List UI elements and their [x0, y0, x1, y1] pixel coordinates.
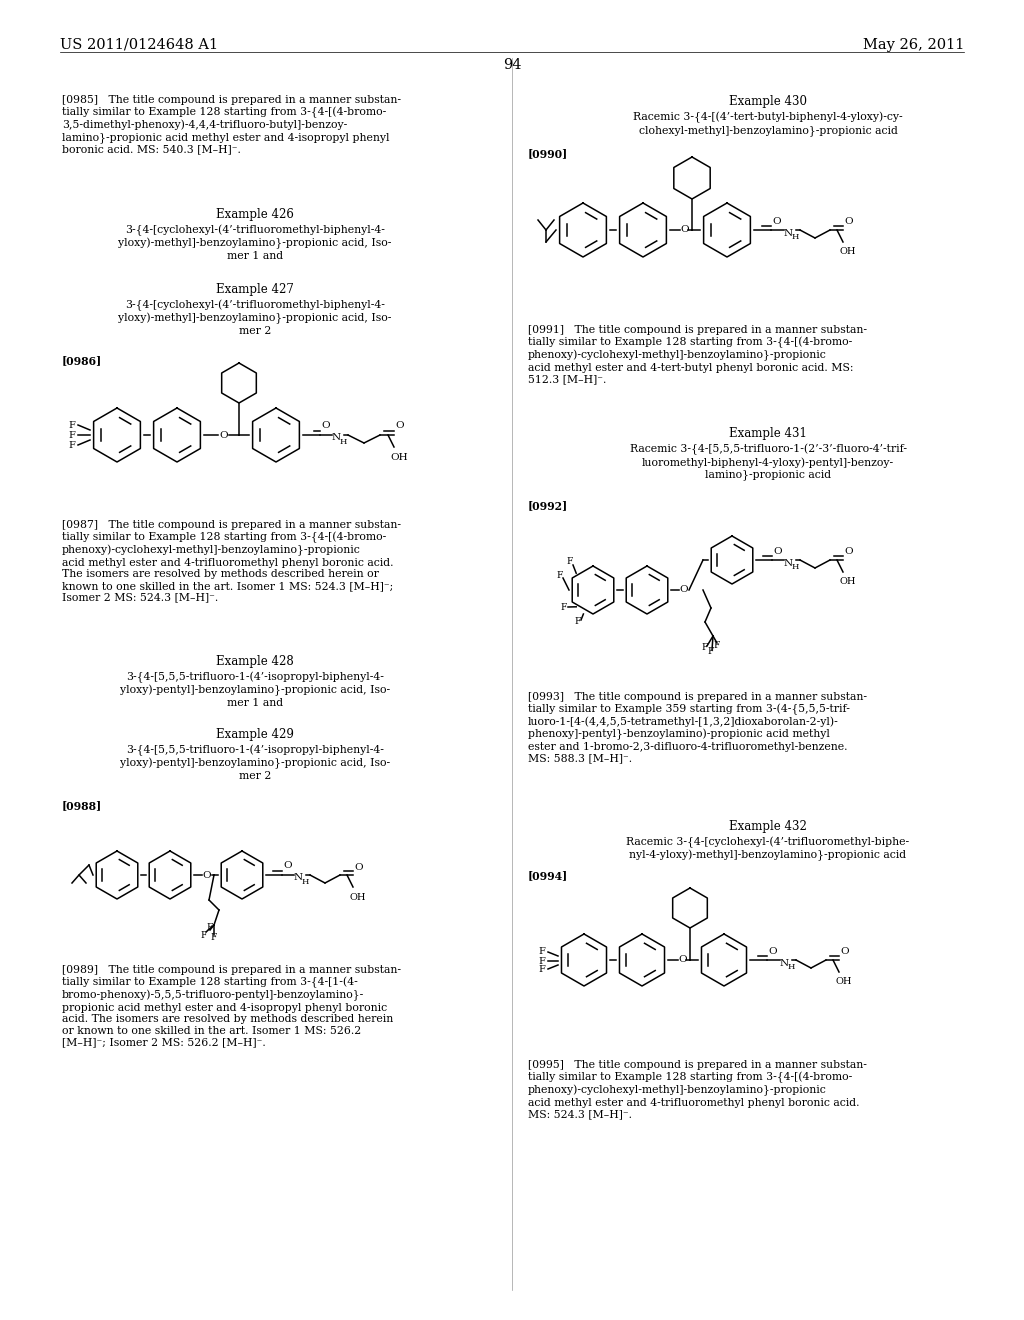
Text: N: N	[780, 958, 790, 968]
Text: F: F	[708, 648, 714, 656]
Text: F: F	[567, 557, 573, 566]
Text: F: F	[701, 644, 709, 652]
Text: [0985]   The title compound is prepared in a manner substan-
tially similar to E: [0985] The title compound is prepared in…	[62, 95, 401, 154]
Text: O: O	[219, 430, 227, 440]
Text: 3-{4-[cyclohexyl-(4’-trifluoromethyl-biphenyl-4-
yloxy)-methyl]-benzoylamino}-pr: 3-{4-[cyclohexyl-(4’-trifluoromethyl-bip…	[119, 300, 392, 337]
Text: Example 429: Example 429	[216, 729, 294, 741]
Text: O: O	[772, 216, 780, 226]
Text: H: H	[792, 564, 800, 572]
Text: O: O	[679, 586, 688, 594]
Text: O: O	[202, 870, 211, 879]
Text: [0993]   The title compound is prepared in a manner substan-
tially similar to E: [0993] The title compound is prepared in…	[528, 692, 867, 763]
Text: US 2011/0124648 A1: US 2011/0124648 A1	[60, 38, 218, 51]
Text: H: H	[340, 438, 347, 446]
Text: 3-{4-[cyclohexyl-(4’-trifluoromethyl-biphenyl-4-
yloxy)-methyl]-benzoylamino}-pr: 3-{4-[cyclohexyl-(4’-trifluoromethyl-bip…	[119, 224, 392, 261]
Text: F: F	[69, 421, 75, 429]
Text: 3-{4-[5,5,5-trifluoro-1-(4’-isopropyl-biphenyl-4-
yloxy)-pentyl]-benzoylamino}-p: 3-{4-[5,5,5-trifluoro-1-(4’-isopropyl-bi…	[120, 672, 390, 708]
Text: O: O	[768, 946, 776, 956]
Text: [0991]   The title compound is prepared in a manner substan-
tially similar to E: [0991] The title compound is prepared in…	[528, 325, 867, 384]
Text: F: F	[201, 931, 207, 940]
Text: 94: 94	[503, 58, 521, 73]
Text: O: O	[395, 421, 403, 430]
Text: Racemic 3-{4-[5,5,5-trifluoro-1-(2’-3’-fluoro-4’-trif-
luoromethyl-biphenyl-4-yl: Racemic 3-{4-[5,5,5-trifluoro-1-(2’-3’-f…	[630, 444, 906, 480]
Text: OH: OH	[839, 248, 855, 256]
Text: F: F	[207, 924, 213, 932]
Text: Racemic 3-{4-[(4’-tert-butyl-biphenyl-4-yloxy)-cy-
clohexyl-methyl]-benzoylamino: Racemic 3-{4-[(4’-tert-butyl-biphenyl-4-…	[633, 112, 903, 136]
Text: OH: OH	[390, 453, 408, 462]
Text: O: O	[680, 226, 688, 235]
Text: F: F	[539, 965, 545, 974]
Text: H: H	[302, 878, 309, 886]
Text: [0989]   The title compound is prepared in a manner substan-
tially similar to E: [0989] The title compound is prepared in…	[62, 965, 401, 1048]
Text: F: F	[211, 932, 217, 941]
Text: Example 426: Example 426	[216, 209, 294, 220]
Text: Racemic 3-{4-[cyclohexyl-(4’-trifluoromethyl-biphe-
nyl-4-yloxy)-methyl]-benzoyl: Racemic 3-{4-[cyclohexyl-(4’-trifluorome…	[627, 837, 909, 862]
Text: Example 427: Example 427	[216, 282, 294, 296]
Text: O: O	[844, 548, 853, 557]
Text: [0988]: [0988]	[62, 800, 102, 810]
Text: N: N	[332, 433, 341, 442]
Text: Example 428: Example 428	[216, 655, 294, 668]
Text: F: F	[557, 572, 563, 581]
Text: O: O	[840, 948, 849, 957]
Text: F: F	[69, 441, 75, 450]
Text: [0995]   The title compound is prepared in a manner substan-
tially similar to E: [0995] The title compound is prepared in…	[528, 1060, 867, 1119]
Text: [0994]: [0994]	[528, 870, 568, 880]
Text: [0986]: [0986]	[62, 355, 102, 366]
Text: F: F	[714, 640, 720, 649]
Text: N: N	[784, 558, 794, 568]
Text: Example 431: Example 431	[729, 426, 807, 440]
Text: May 26, 2011: May 26, 2011	[862, 38, 964, 51]
Text: O: O	[283, 862, 292, 870]
Text: OH: OH	[839, 578, 855, 586]
Text: O: O	[844, 218, 853, 227]
Text: F: F	[561, 603, 567, 612]
Text: Example 432: Example 432	[729, 820, 807, 833]
Text: H: H	[788, 964, 796, 972]
Text: OH: OH	[835, 978, 852, 986]
Text: H: H	[792, 234, 800, 242]
Text: [0990]: [0990]	[528, 148, 568, 158]
Text: N: N	[784, 228, 794, 238]
Text: [0992]: [0992]	[528, 500, 568, 511]
Text: F: F	[574, 618, 582, 627]
Text: F: F	[539, 957, 545, 965]
Text: F: F	[539, 948, 545, 957]
Text: O: O	[678, 956, 687, 965]
Text: N: N	[294, 874, 303, 883]
Text: Example 430: Example 430	[729, 95, 807, 108]
Text: 3-{4-[5,5,5-trifluoro-1-(4’-isopropyl-biphenyl-4-
yloxy)-pentyl]-benzoylamino}-p: 3-{4-[5,5,5-trifluoro-1-(4’-isopropyl-bi…	[120, 744, 390, 781]
Text: O: O	[354, 862, 362, 871]
Text: OH: OH	[349, 892, 366, 902]
Text: [0987]   The title compound is prepared in a manner substan-
tially similar to E: [0987] The title compound is prepared in…	[62, 520, 401, 602]
Text: F: F	[69, 430, 75, 440]
Text: O: O	[773, 546, 781, 556]
Text: O: O	[321, 421, 330, 430]
